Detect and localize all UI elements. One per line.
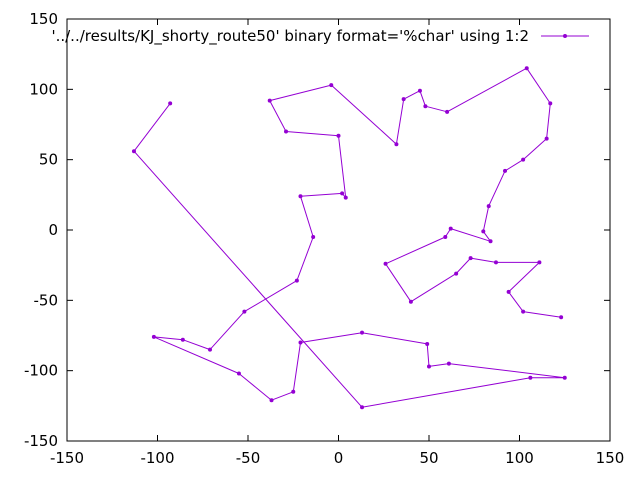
data-point bbox=[454, 271, 459, 276]
axis-ticks: -150 -100 -50 0 50 100 150 -150 -100 -50 0 50 100 150 bbox=[24, 10, 624, 467]
y-tick-label: 50 bbox=[39, 151, 58, 169]
x-tick-label: 0 bbox=[334, 449, 344, 467]
data-point bbox=[417, 88, 422, 93]
y-tick-label: -50 bbox=[34, 291, 59, 309]
data-point bbox=[311, 235, 316, 240]
data-point bbox=[394, 142, 399, 147]
data-point bbox=[269, 398, 274, 403]
data-point bbox=[537, 260, 542, 265]
legend-series-label: '../../results/KJ_shorty_route50' binary… bbox=[51, 27, 529, 46]
data-point bbox=[298, 340, 303, 345]
plot-frame bbox=[66, 18, 611, 442]
data-point bbox=[298, 194, 303, 199]
data-point bbox=[506, 289, 511, 294]
y-tick-label: 100 bbox=[29, 80, 58, 98]
data-point bbox=[343, 195, 348, 200]
data-point bbox=[544, 136, 549, 141]
data-point bbox=[267, 98, 272, 103]
data-point bbox=[291, 389, 296, 394]
data-point bbox=[329, 83, 334, 88]
data-point bbox=[207, 347, 212, 352]
data-point bbox=[151, 334, 156, 339]
data-point bbox=[481, 229, 486, 234]
data-point bbox=[524, 66, 529, 71]
data-point bbox=[468, 256, 473, 261]
data-point bbox=[423, 104, 428, 109]
data-point bbox=[360, 405, 365, 410]
data-point bbox=[503, 168, 508, 173]
data-point bbox=[336, 133, 341, 138]
x-tick-label: 150 bbox=[596, 449, 625, 467]
data-point bbox=[445, 109, 450, 114]
data-point bbox=[493, 260, 498, 265]
y-tick-label: -150 bbox=[24, 432, 58, 450]
data-point bbox=[408, 299, 413, 304]
data-point bbox=[236, 371, 241, 376]
legend-series-marker bbox=[563, 34, 567, 38]
x-tick-label: 100 bbox=[505, 449, 534, 467]
data-point bbox=[180, 337, 185, 342]
data-point bbox=[360, 330, 365, 335]
data-point bbox=[383, 261, 388, 266]
data-point bbox=[401, 97, 406, 102]
data-point bbox=[521, 157, 526, 162]
series-layer bbox=[131, 66, 567, 410]
data-point bbox=[562, 375, 567, 380]
x-tick-label: 50 bbox=[419, 449, 438, 467]
data-point bbox=[488, 239, 493, 244]
series-line bbox=[133, 67, 566, 408]
data-point bbox=[548, 101, 553, 106]
data-point bbox=[131, 149, 136, 154]
data-point bbox=[448, 226, 453, 231]
legend: '../../results/KJ_shorty_route50' binary… bbox=[51, 27, 589, 46]
data-point bbox=[559, 315, 564, 320]
data-point bbox=[521, 309, 526, 314]
x-tick-label: -50 bbox=[236, 449, 261, 467]
data-point bbox=[168, 101, 173, 106]
x-tick-label: -150 bbox=[50, 449, 84, 467]
data-point bbox=[443, 235, 448, 240]
data-point bbox=[284, 129, 289, 134]
data-point bbox=[340, 191, 345, 196]
y-tick-label: 0 bbox=[48, 221, 58, 239]
y-tick-label: 150 bbox=[29, 10, 58, 28]
data-point bbox=[294, 278, 299, 283]
data-point bbox=[427, 364, 431, 369]
data-point bbox=[528, 375, 533, 380]
data-point bbox=[425, 341, 430, 346]
data-point bbox=[486, 204, 491, 209]
x-tick-label: -100 bbox=[140, 449, 174, 467]
data-point bbox=[242, 309, 247, 314]
y-tick-label: -100 bbox=[24, 362, 58, 380]
data-point bbox=[446, 361, 451, 366]
